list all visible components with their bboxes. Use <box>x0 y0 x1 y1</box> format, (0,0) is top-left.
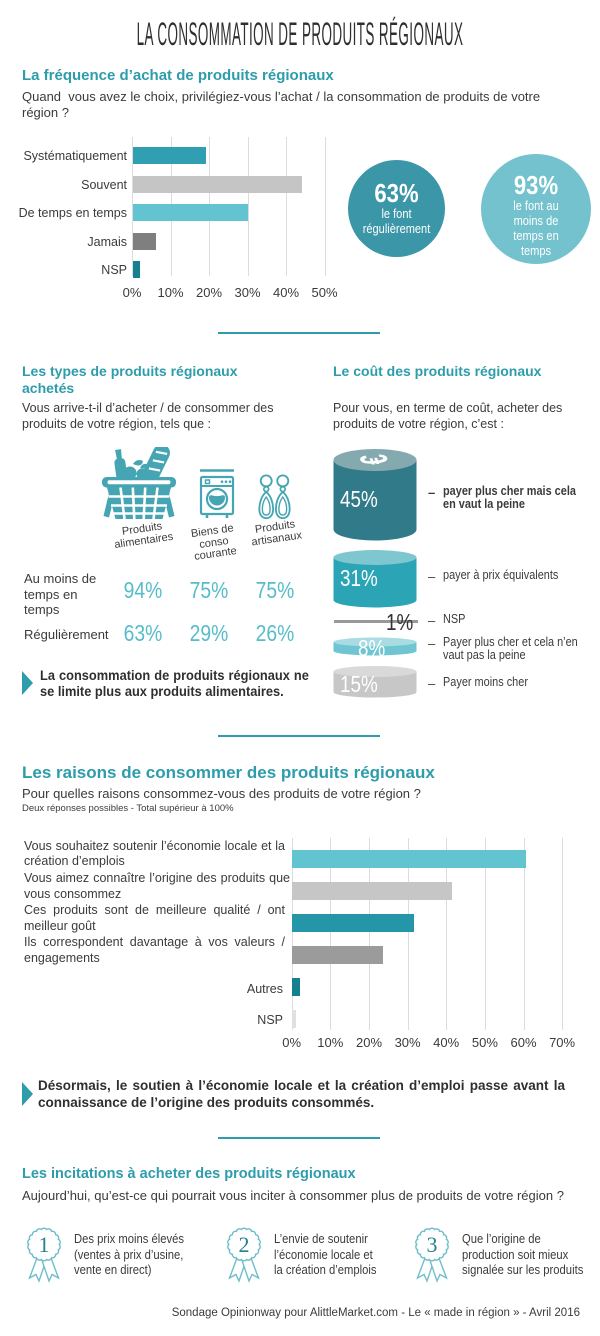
svg-text:3: 3 <box>427 1232 438 1257</box>
svg-text:2: 2 <box>239 1232 250 1257</box>
svg-text:1: 1 <box>39 1232 50 1257</box>
svg-text:€: € <box>352 453 398 466</box>
